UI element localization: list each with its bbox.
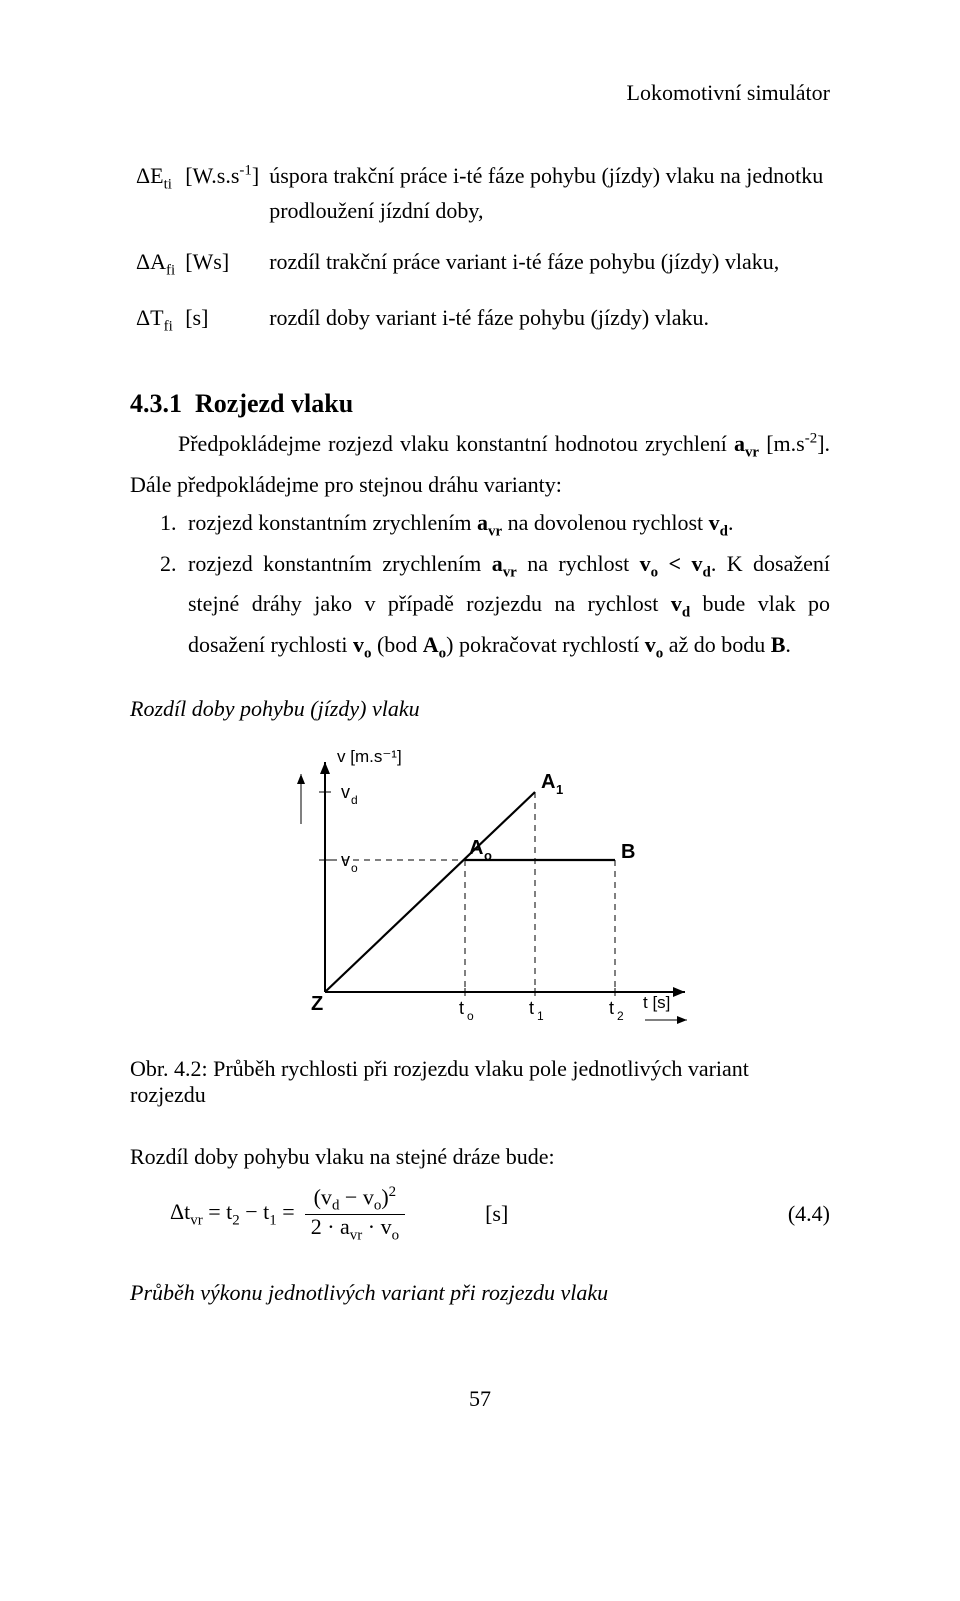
page-container: Lokomotivní simulátor ΔEti [W.s.s-1] úsp… [0,0,960,1412]
eq-lhs: Δtvr = t2 − t1 = [170,1199,295,1229]
subsection-heading: Průběh výkonu jednotlivých variant při r… [130,1280,830,1306]
def-desc: úspora trakční práce i-té fáze pohybu (j… [265,158,828,242]
equation: Δtvr = t2 − t1 = (vd − vo)2 2 · avr · vo… [130,1185,830,1244]
equation-intro: Rozdíl doby pohybu vlaku na stejné dráze… [130,1138,830,1177]
eq-numerator: (vd − vo)2 [308,1185,403,1214]
page-number: 57 [130,1386,830,1412]
svg-text:1: 1 [556,782,563,797]
def-unit: [s] [181,300,263,353]
eq-fraction: (vd − vo)2 2 · avr · vo [305,1185,405,1244]
svg-text:A: A [469,837,483,859]
enumerated-list: 1. rozjezd konstantním zrychlením avr na… [160,504,830,666]
table-row: ΔAfi [Ws] rozdíl trakční práce variant i… [132,244,828,297]
list-item: 2. rozjezd konstantním zrychlením avr na… [160,545,830,667]
yaxis-label: v [m.s⁻¹] [337,747,402,766]
def-unit: [W.s.s-1] [181,158,263,242]
symbol-definitions-table: ΔEti [W.s.s-1] úspora trakční práce i-té… [130,156,830,355]
figure: v [m.s⁻¹] t [s] vd vo A1 Ao B Z to t1 t2 [130,732,830,1042]
svg-text:2: 2 [617,1009,624,1023]
svg-text:B: B [621,841,635,863]
section-paragraph: Předpokládejme rozjezd vlaku konstantní … [130,425,830,504]
svg-text:d: d [351,793,358,807]
def-unit: [Ws] [181,244,263,297]
svg-text:v: v [341,850,350,870]
def-symbol: ΔTfi [132,300,179,353]
table-row: ΔTfi [s] rozdíl doby variant i-té fáze p… [132,300,828,353]
xaxis-label: t [s] [643,993,670,1012]
eq-number: (4.4) [750,1201,830,1227]
svg-text:v: v [341,782,350,802]
def-symbol: ΔEti [132,158,179,242]
subsection-heading: Rozdíl doby pohybu (jízdy) vlaku [130,696,830,722]
eq-unit: [s] [485,1201,508,1227]
svg-text:t: t [459,998,464,1018]
list-number: 2. [160,545,188,667]
def-desc: rozdíl trakční práce variant i-té fáze p… [265,244,828,297]
list-number: 1. [160,504,188,545]
running-header: Lokomotivní simulátor [130,80,830,106]
section-heading: 4.3.1 Rozjezd vlaku [130,389,830,419]
section-number: 4.3.1 [130,389,182,418]
svg-text:t: t [529,998,534,1018]
svg-text:Z: Z [311,993,323,1015]
table-row: ΔEti [W.s.s-1] úspora trakční práce i-té… [132,158,828,242]
def-desc: rozdíl doby variant i-té fáze pohybu (jí… [265,300,828,353]
svg-text:t: t [609,998,614,1018]
svg-text:o: o [351,861,358,875]
svg-text:o: o [484,848,492,863]
list-item: 1. rozjezd konstantním zrychlením avr na… [160,504,830,545]
svg-text:A: A [541,771,555,793]
def-symbol: ΔAfi [132,244,179,297]
svg-text:1: 1 [537,1009,544,1023]
section-title: Rozjezd vlaku [195,389,353,418]
list-body: rozjezd konstantním zrychlením avr na do… [188,504,830,545]
list-body: rozjezd konstantním zrychlením avr na ry… [188,545,830,667]
figure-caption: Obr. 4.2: Průběh rychlosti při rozjezdu … [130,1056,830,1108]
velocity-time-diagram: v [m.s⁻¹] t [s] vd vo A1 Ao B Z to t1 t2 [245,732,715,1042]
svg-text:o: o [467,1009,474,1023]
eq-denominator: 2 · avr · vo [305,1215,405,1244]
